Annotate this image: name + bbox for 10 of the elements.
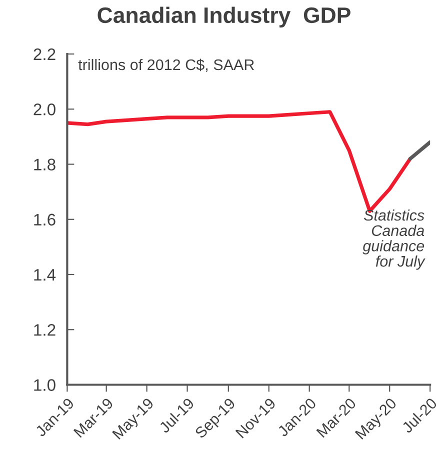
y-tick-label: 2.0 [34, 104, 56, 116]
y-tick-label: 1.0 [34, 379, 56, 391]
y-tick-label: 1.8 [34, 158, 56, 170]
annotation: Statistics Canada guidance for July [362, 209, 426, 270]
y-tick-label: 1.4 [34, 269, 56, 281]
chart-title: Canadian Industry GDP [98, 6, 350, 28]
y-axis-title: trillions of 2012 C$, SAAR [78, 58, 254, 72]
y-tick-label: 1.2 [34, 324, 56, 336]
y-tick-label: 2.2 [34, 48, 56, 60]
y-tick-label: 1.6 [34, 214, 56, 226]
